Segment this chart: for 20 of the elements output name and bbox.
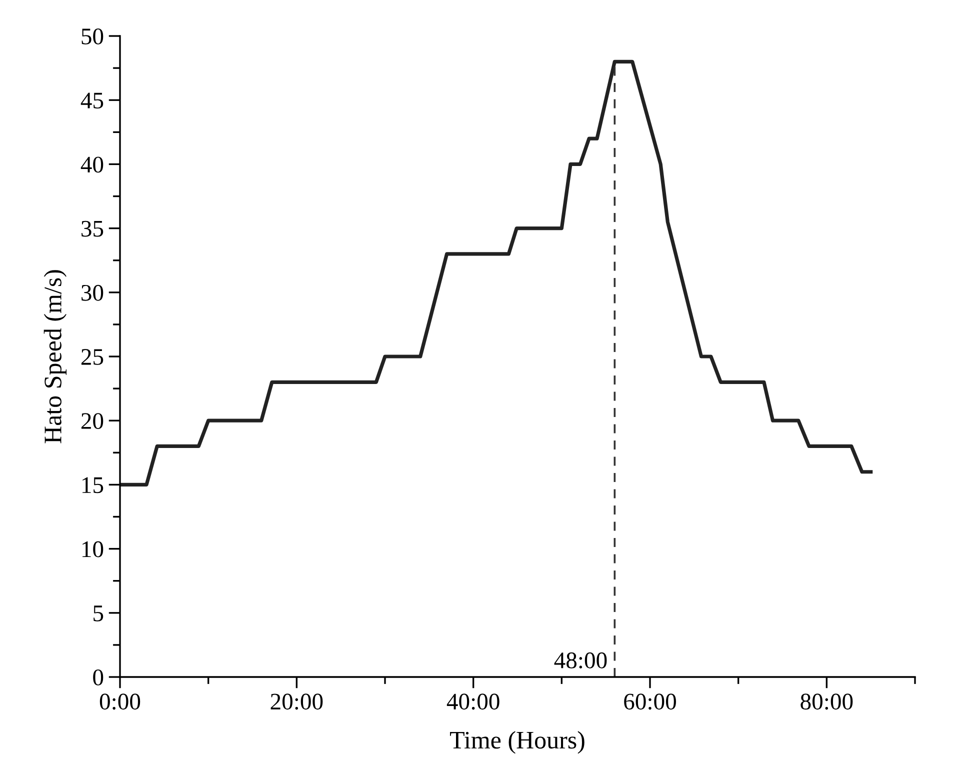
y-tick-label: 25	[81, 349, 104, 365]
annotation: 48:00	[554, 652, 607, 668]
x-tick-label: 0:00	[100, 694, 140, 710]
y-tick-label: 40	[80, 156, 104, 173]
y-tick-label: 45	[80, 92, 104, 109]
x-tick-label: 60:00	[624, 694, 676, 710]
x-tick-label: 40:00	[446, 694, 500, 710]
y-tick-label: 30	[82, 284, 104, 301]
y-tick-label: 5	[94, 606, 104, 622]
y-tick-label: 50	[82, 28, 104, 44]
y-tick-label: 10	[82, 541, 104, 558]
x-tick-label: 80:00	[800, 694, 853, 710]
y-tick-label: 15	[82, 477, 104, 494]
x-axis-title: Time (Hours)	[450, 731, 584, 754]
x-tick-label: 20:00	[270, 694, 323, 710]
y-axis-title: Hato Speed (m/s)	[44, 270, 67, 444]
y-tick-label: 20	[81, 413, 104, 430]
line-series	[120, 60, 873, 487]
y-tick-label: 35	[82, 220, 104, 237]
y-tick-label: 0	[93, 669, 104, 686]
